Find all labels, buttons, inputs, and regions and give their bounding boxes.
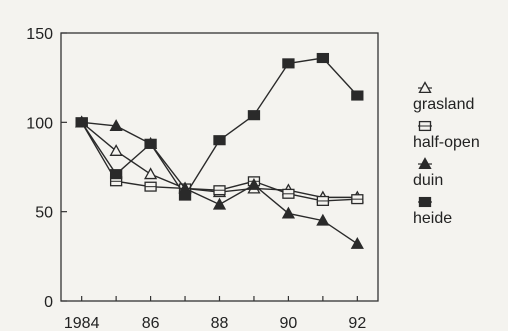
y-tick-label: 150 xyxy=(26,26,53,43)
series-half-open xyxy=(75,117,364,206)
x-axis: 1984 86 88 90 92 xyxy=(64,296,366,331)
data-point-duin xyxy=(247,178,261,190)
x-tick-label: 86 xyxy=(142,315,160,331)
data-point-duin xyxy=(109,119,123,131)
legend-label: half-open xyxy=(413,134,480,151)
legend-marker xyxy=(418,196,432,208)
data-point-heide xyxy=(109,169,123,180)
legend-label: heide xyxy=(413,210,452,227)
data-point-duin xyxy=(316,213,330,226)
y-axis: 0 50 100 150 xyxy=(26,26,67,311)
legend-item-half-open: half-open xyxy=(413,120,480,151)
data-point-heide xyxy=(144,138,157,149)
legend-marker xyxy=(418,81,432,94)
legend-item-duin: duin xyxy=(413,157,443,189)
data-point-duin xyxy=(212,197,227,210)
x-tick-label: 88 xyxy=(211,315,229,331)
data-point-heide xyxy=(316,52,330,64)
legend-label: duin xyxy=(413,172,443,189)
y-tick-label: 50 xyxy=(35,205,53,222)
data-point-heide xyxy=(178,190,192,201)
data-point-heide xyxy=(247,110,261,121)
data-point-heide xyxy=(75,117,88,128)
legend-item-grasland: grasland xyxy=(413,81,474,113)
data-point-heide xyxy=(213,135,226,146)
legend-label: grasland xyxy=(413,96,474,113)
legend-item-heide: heide xyxy=(413,196,452,227)
data-point-heide xyxy=(282,58,295,69)
x-tick-label: 92 xyxy=(348,315,366,331)
y-tick-label: 100 xyxy=(26,115,53,132)
series-heide xyxy=(75,52,364,201)
data-point-grasland xyxy=(109,144,123,156)
legend-marker xyxy=(418,157,432,170)
data-point-duin xyxy=(281,206,296,219)
x-tick-label: 1984 xyxy=(64,315,100,331)
series-layer xyxy=(75,52,364,249)
y-tick-label: 0 xyxy=(44,294,53,311)
x-tick-label: 90 xyxy=(280,315,298,331)
series-line-heide xyxy=(81,57,358,197)
data-point-heide xyxy=(351,90,364,101)
data-point-duin xyxy=(350,236,364,249)
legend: grasland half-open duin heide xyxy=(413,81,480,227)
data-point-grasland xyxy=(143,167,158,180)
